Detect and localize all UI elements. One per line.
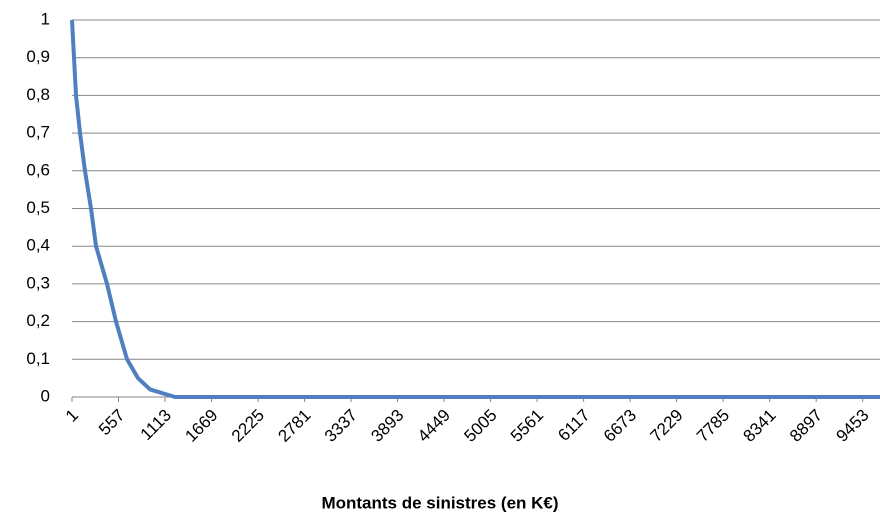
data-line xyxy=(70,19,880,399)
x-tick-label: 2781 xyxy=(274,406,314,446)
y-tick-label: 0,8 xyxy=(26,85,50,104)
x-tick-label: 1669 xyxy=(181,406,221,446)
x-tick-label: 6117 xyxy=(554,406,593,445)
x-tick-label: 1113 xyxy=(137,406,175,444)
x-tick-label: 3337 xyxy=(321,406,361,446)
x-tick-label: 6673 xyxy=(600,406,640,446)
y-tick-label: 0,1 xyxy=(26,349,50,368)
x-tick-label: 5561 xyxy=(507,406,547,446)
x-tick-label: 5005 xyxy=(460,406,500,446)
x-axis-title: Montants de sinistres (en K€) xyxy=(321,493,558,512)
x-tick-label: 1 xyxy=(62,406,82,426)
x-tick-label: 8341 xyxy=(739,406,779,446)
x-tick-label: 4449 xyxy=(414,406,454,446)
y-tick-label: 0,3 xyxy=(26,273,50,292)
y-tick-label: 0 xyxy=(41,386,50,405)
x-tick-label: 3893 xyxy=(367,406,407,446)
y-tick-label: 1 xyxy=(41,9,50,28)
y-tick-label: 0,4 xyxy=(26,236,50,255)
x-tick-label: 7229 xyxy=(646,406,686,446)
x-tick-label: 7785 xyxy=(693,406,733,446)
y-tick-label: 0,2 xyxy=(26,311,50,330)
x-tick-label: 557 xyxy=(95,406,128,439)
y-tick-label: 0,7 xyxy=(26,123,50,142)
y-tick-label: 0,5 xyxy=(26,198,50,217)
x-tick-label: 2225 xyxy=(228,406,268,446)
x-tick-label: 9453 xyxy=(832,406,872,446)
y-tick-label: 0,9 xyxy=(26,47,50,66)
y-tick-label: 0,6 xyxy=(26,160,50,179)
x-tick-label: 8897 xyxy=(786,406,826,446)
